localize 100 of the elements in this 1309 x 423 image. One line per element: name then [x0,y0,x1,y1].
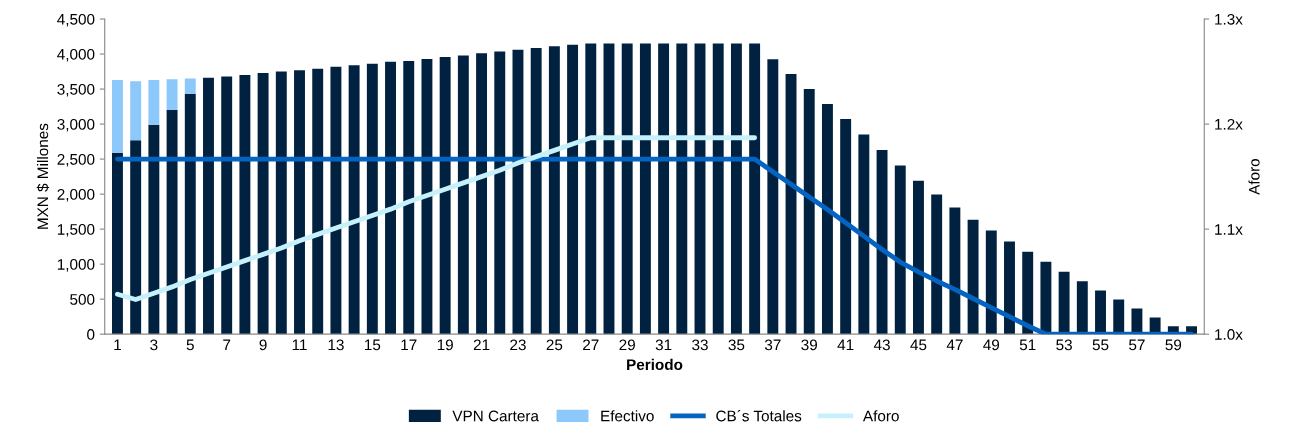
bar [421,58,433,335]
bar [931,194,943,335]
y-axis-title: MXN $ Millones [36,123,50,229]
y2-axis-title: Aforo [1248,158,1260,195]
bar [239,75,251,335]
bar [1095,290,1106,335]
bar [385,61,396,335]
y-tick-label: 4,000 [57,48,95,62]
bar [985,230,997,335]
x-tick-label: 25 [546,339,563,351]
x-tick-label: 55 [1092,339,1109,351]
bar [184,78,196,94]
bar [749,43,761,335]
y2-tick-label: 1.1x [1215,224,1243,235]
x-tick-label: 41 [837,339,854,351]
x-tick-label: 57 [1129,339,1145,351]
y2-tick-label: 1.0x [1215,329,1243,340]
x-tick-label: 45 [910,339,927,351]
bar [257,72,269,335]
bar [730,43,742,335]
legend-label: VPN Cartera [452,410,539,422]
x-tick-label: 23 [510,339,526,351]
bar [130,81,142,141]
bar [840,119,852,335]
bar [476,53,488,335]
y-tick-label: 4,500 [57,13,95,27]
x-tick-label: 3 [150,339,158,351]
bar [767,59,779,335]
bar [1076,281,1088,335]
bar [348,65,360,335]
bar [366,63,378,335]
x-tick-label: 13 [328,339,344,351]
bar [567,44,579,335]
bar [439,57,451,335]
x-tick-label: 31 [655,339,672,351]
line-series [115,135,758,302]
bar [1113,299,1125,335]
x-tick-label: 39 [801,339,818,351]
bar [949,207,961,335]
bar [130,140,142,335]
x-tick-label: 51 [1019,339,1036,351]
x-tick-label: 9 [259,339,267,351]
bar [803,89,815,335]
bar [184,93,196,335]
y-tick-label: 3,000 [57,118,95,132]
bar [1022,251,1034,335]
bar [821,104,833,335]
bar [403,61,415,335]
bar [275,71,287,335]
x-tick-label: 59 [1165,339,1182,351]
bar [967,219,979,335]
bar [621,43,633,335]
x-tick-label: 1 [114,339,121,351]
bar [676,43,688,335]
bar [1058,271,1070,335]
bar [876,150,888,335]
bar [913,180,924,335]
bar [148,79,160,125]
bar [712,43,724,335]
x-tick-label: 43 [873,339,890,351]
bar [112,152,123,335]
x-tick-label: 27 [583,339,599,351]
bar [1131,308,1143,335]
y-tick-label: 2,500 [57,153,95,167]
x-tick-label: 5 [186,339,194,351]
x-tick-label: 49 [983,339,1000,351]
bar [1004,241,1015,335]
x-tick-label: 19 [437,339,453,351]
bar [494,51,506,335]
x-axis-title: Periodo [627,358,683,371]
legend-label: Aforo [862,410,899,422]
x-tick-label: 53 [1056,339,1072,351]
x-tick-label: 47 [946,339,963,351]
bar [330,66,342,335]
x-tick-label: 11 [292,339,307,351]
bar [457,55,469,335]
bar [148,124,160,335]
bar [548,46,560,335]
x-tick-label: 15 [365,339,381,351]
y-tick-label: 1,500 [57,223,95,237]
x-tick-label: 29 [619,339,635,351]
x-tick-label: 7 [223,339,231,351]
bar [312,68,324,335]
bar [894,165,906,335]
y-tick-label: 3,500 [57,83,95,97]
bar [166,110,178,335]
bar [166,79,178,111]
y-tick-label: 2,000 [57,188,95,202]
x-tick-label: 37 [764,339,781,351]
bar [221,76,233,335]
bar [585,43,597,335]
bar [858,134,870,335]
bar [530,48,542,335]
bar [1040,261,1052,335]
y-tick-label: 0 [87,329,95,340]
line-series [115,156,1194,335]
bar [639,43,651,335]
bar [203,77,214,335]
x-tick-label: 17 [401,339,417,351]
y-tick-label: 1,000 [57,259,95,272]
